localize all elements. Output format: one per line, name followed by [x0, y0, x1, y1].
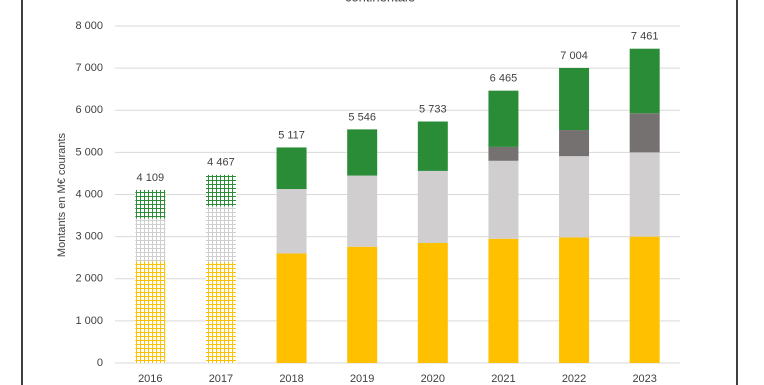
x-tick-label: 2020 — [421, 373, 445, 385]
bar-segment — [559, 67, 590, 131]
bar-segment — [629, 152, 660, 237]
y-tick-label: 7 000 — [75, 62, 103, 74]
bar-segment — [417, 242, 448, 363]
y-tick-label: 5 000 — [75, 146, 103, 158]
total-label: 6 465 — [490, 73, 518, 85]
y-tick-label: 1 000 — [75, 315, 103, 327]
y-axis-label: Montants en M€ courants — [56, 132, 68, 257]
bar-segment — [135, 261, 166, 363]
y-tick-label: 3 000 — [75, 231, 103, 243]
x-tick-label: 2018 — [279, 373, 303, 385]
bar-segment — [417, 170, 448, 243]
total-label: 5 733 — [419, 103, 447, 115]
bar-segment — [629, 113, 660, 153]
total-label: 5 546 — [348, 111, 376, 123]
total-label: 7 004 — [560, 50, 588, 62]
x-tick-label: 2022 — [562, 373, 586, 385]
bar-segment — [347, 129, 378, 176]
x-tick-label: 2017 — [209, 373, 233, 385]
bar-segment — [417, 121, 448, 171]
bar-segment — [205, 261, 236, 363]
bar-segment — [559, 130, 590, 157]
bar-segment — [276, 253, 307, 363]
bar-segment — [135, 189, 166, 219]
bar-segment — [559, 237, 590, 363]
total-label: 7 461 — [631, 31, 659, 43]
chart-title: continentale — [345, 0, 415, 4]
total-label: 5 117 — [278, 129, 305, 141]
bar-segment — [276, 147, 307, 190]
y-tick-label: 6 000 — [75, 104, 103, 116]
y-tick-label: 0 — [97, 357, 103, 369]
bar-segment — [629, 236, 660, 363]
bar-segment — [205, 174, 236, 207]
bar-segment — [135, 218, 166, 262]
bar-segment — [559, 156, 590, 238]
y-tick-label: 4 000 — [75, 188, 103, 200]
bar-segment — [347, 246, 378, 363]
y-tick-label: 2 000 — [75, 273, 103, 285]
y-tick-label: 8 000 — [75, 20, 103, 32]
x-tick-label: 2016 — [138, 373, 162, 385]
bar-segment — [488, 146, 519, 161]
x-tick-label: 2019 — [350, 373, 374, 385]
bar-segment — [488, 238, 519, 363]
bar-segment — [205, 206, 236, 262]
bar-segment — [347, 175, 378, 247]
bar-segment — [488, 160, 519, 239]
total-label: 4 109 — [137, 172, 165, 184]
x-tick-label: 2023 — [632, 373, 656, 385]
x-tick-label: 2021 — [491, 373, 515, 385]
bar-segment — [629, 48, 660, 114]
bar-segment — [276, 189, 307, 254]
total-label: 4 467 — [207, 157, 235, 169]
bar-segment — [488, 90, 519, 147]
